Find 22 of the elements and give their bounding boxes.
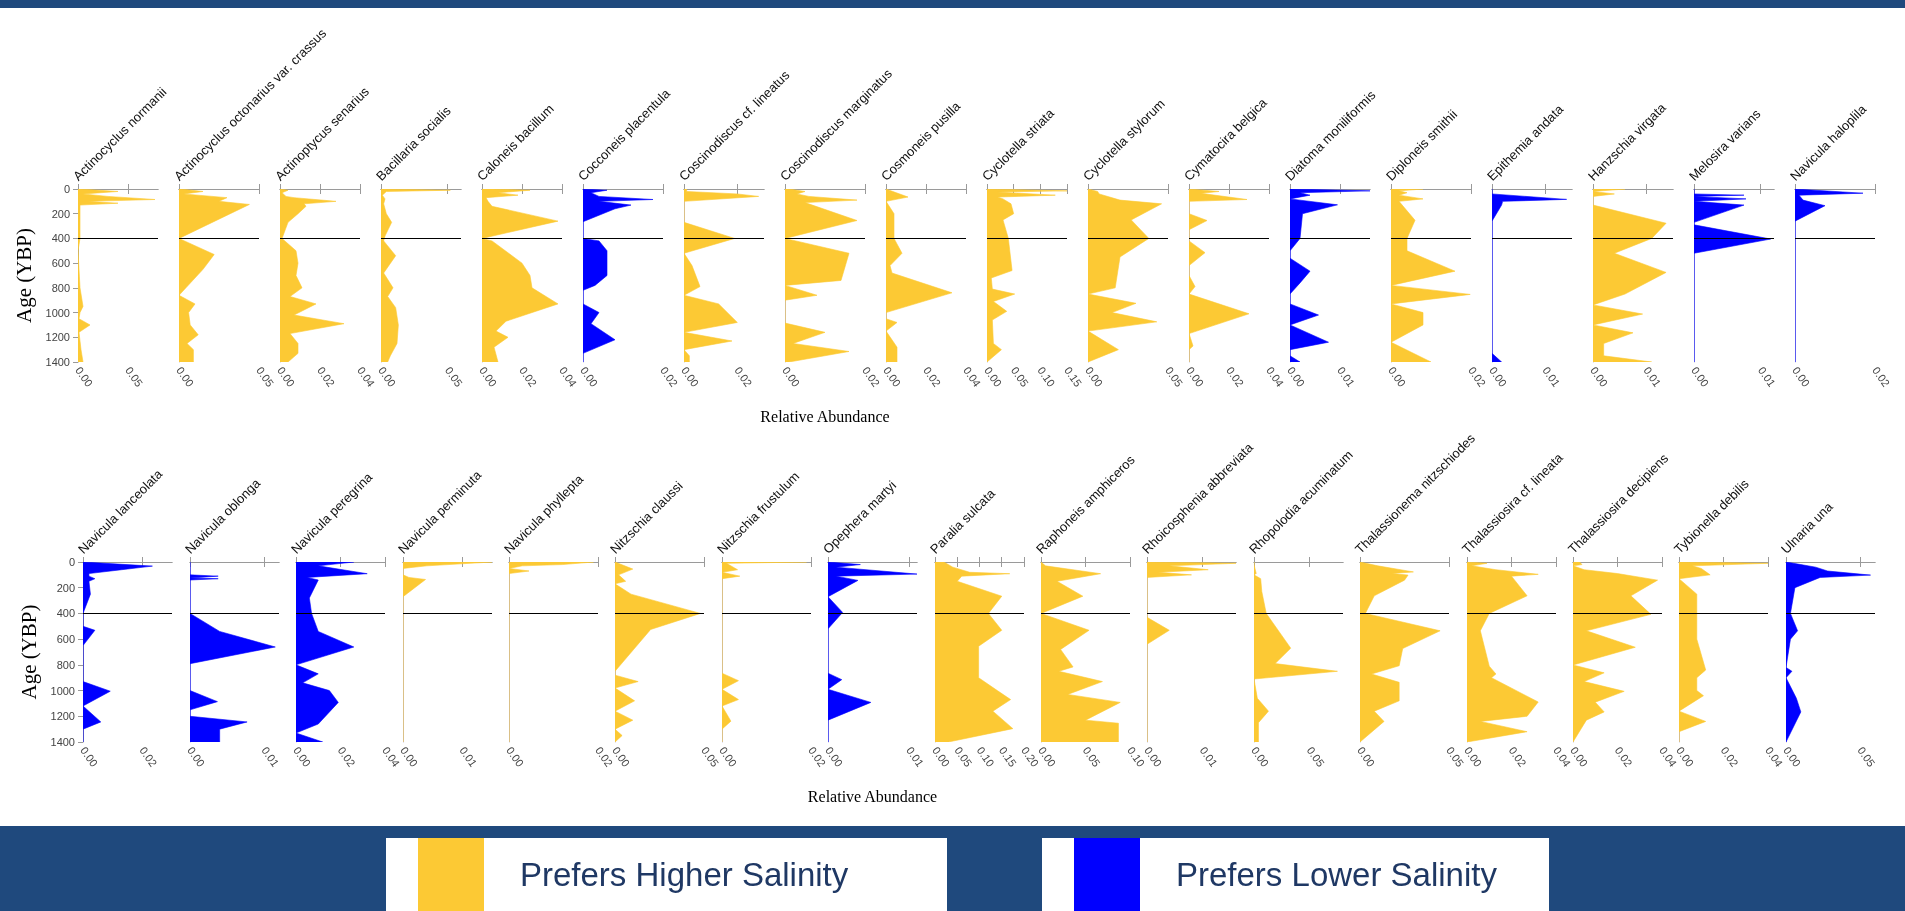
y-tick-label: 1000 <box>45 306 70 319</box>
y-tick-label: 1200 <box>45 331 70 344</box>
x-axis-title: Relative Abundance <box>807 787 938 805</box>
y-tick-label: 1400 <box>45 356 70 368</box>
legend-label: Prefers Higher Salinity <box>520 855 849 894</box>
y-tick-label: 1200 <box>50 710 76 723</box>
y-tick-label: 1400 <box>50 736 76 748</box>
y-tick-label: 400 <box>56 607 76 620</box>
y-tick-label: 1000 <box>50 684 76 697</box>
y-tick-label: 0 <box>69 556 76 568</box>
y-tick-label: 800 <box>56 658 76 671</box>
legend-label: Prefers Lower Salinity <box>1176 855 1497 894</box>
y-axis-title: Age (YBP) <box>11 227 35 324</box>
y-tick-label: 600 <box>51 257 70 270</box>
y-tick-label: 200 <box>51 207 70 220</box>
y-tick-label: 0 <box>63 183 70 195</box>
y-axis-title: Age (YBP) <box>16 604 41 700</box>
y-tick-label: 200 <box>56 581 76 594</box>
x-axis-title: Relative Abundance <box>759 407 890 425</box>
y-tick-label: 800 <box>51 281 70 294</box>
y-tick-label: 400 <box>51 232 70 245</box>
y-tick-label: 600 <box>56 633 76 646</box>
